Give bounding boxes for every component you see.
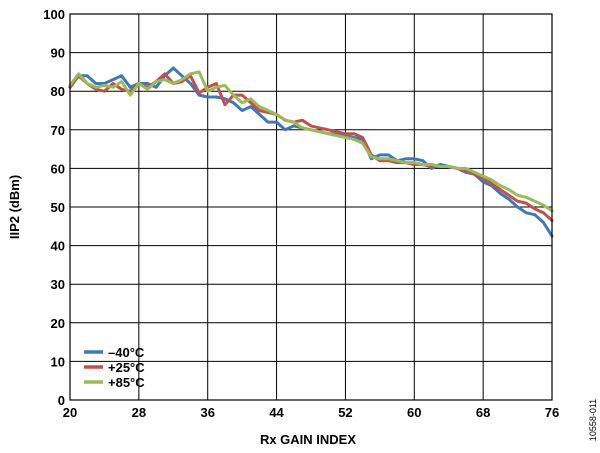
x-tick-label-20: 20 bbox=[63, 405, 77, 420]
plot-frame bbox=[69, 13, 553, 401]
grid-lines bbox=[69, 13, 553, 401]
legend-label-series-0: –40°C bbox=[108, 345, 145, 360]
x-axis-label: Rx GAIN INDEX bbox=[260, 432, 356, 447]
x-tick-label-28: 28 bbox=[132, 405, 146, 420]
y-tick-label-40: 40 bbox=[51, 239, 65, 254]
x-axis-ticks: 20 28 36 44 52 60 68 76 bbox=[63, 405, 559, 420]
x-tick-label-60: 60 bbox=[407, 405, 421, 420]
y-tick-label-90: 90 bbox=[51, 46, 65, 61]
y-tick-label-70: 70 bbox=[51, 123, 65, 138]
y-tick-label-30: 30 bbox=[51, 277, 65, 292]
legend: –40°C +25°C +85°C bbox=[84, 345, 145, 390]
y-axis-label: IIP2 (dBm) bbox=[7, 175, 22, 239]
y-tick-label-0: 0 bbox=[58, 393, 65, 408]
y-tick-label-10: 10 bbox=[51, 354, 65, 369]
y-tick-label-20: 20 bbox=[51, 316, 65, 331]
y-tick-label-60: 60 bbox=[51, 161, 65, 176]
series-line-0 bbox=[68, 66, 554, 238]
series-line-2 bbox=[68, 70, 554, 213]
y-tick-label-100: 100 bbox=[43, 7, 65, 22]
series-line-1 bbox=[68, 72, 554, 222]
x-tick-label-36: 36 bbox=[200, 405, 214, 420]
legend-label-series-1: +25°C bbox=[108, 360, 145, 375]
figure-id: 10558-011 bbox=[588, 399, 598, 441]
x-tick-label-52: 52 bbox=[338, 405, 352, 420]
series-lines bbox=[68, 66, 554, 238]
y-tick-label-80: 80 bbox=[51, 84, 65, 99]
legend-label-series-2: +85°C bbox=[108, 375, 145, 390]
x-tick-label-44: 44 bbox=[269, 405, 284, 420]
x-tick-label-68: 68 bbox=[476, 405, 490, 420]
y-axis-ticks: 0 10 20 30 40 50 60 70 80 90 100 bbox=[43, 7, 65, 408]
x-tick-label-76: 76 bbox=[545, 405, 559, 420]
y-tick-label-50: 50 bbox=[51, 200, 65, 215]
